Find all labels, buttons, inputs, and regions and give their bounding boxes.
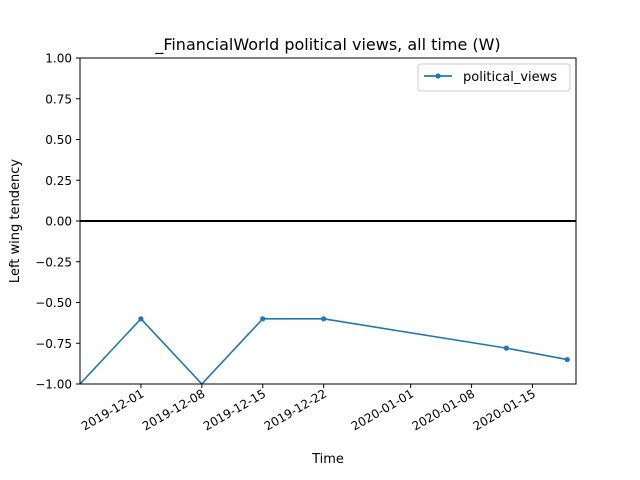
data-point xyxy=(564,356,570,363)
data-point xyxy=(138,316,144,322)
y-tick-label: 0.00 xyxy=(45,215,72,229)
y-tick-label: −0.25 xyxy=(35,255,72,269)
data-point xyxy=(260,316,266,322)
series-layer xyxy=(79,316,570,385)
legend-entry-political-views: political_views xyxy=(463,70,557,85)
legend-box xyxy=(417,63,571,92)
y-axis-ticks: 1.00 0.75 0.50 0.25 0.00 −0.25 −0.50 −0.75 −1.00 xyxy=(35,52,80,392)
y-tick-label: 0.50 xyxy=(45,133,72,147)
legend-marker-swatch xyxy=(435,73,441,79)
legend: political_views xyxy=(417,63,571,92)
data-point xyxy=(321,316,327,322)
y-tick-label: −0.75 xyxy=(35,337,72,351)
y-tick-label: 0.25 xyxy=(45,174,72,188)
y-tick-label: 1.00 xyxy=(45,52,72,66)
y-tick-label: −1.00 xyxy=(35,378,72,392)
y-tick-label: 0.75 xyxy=(45,92,72,106)
y-tick-label: −0.50 xyxy=(35,296,72,310)
x-axis-label: Time xyxy=(311,452,344,467)
data-point xyxy=(503,345,509,351)
y-axis-label: Left wing tendency xyxy=(8,159,23,283)
chart-title: _FinancialWorld political views, all tim… xyxy=(154,35,500,55)
plot-area-frame xyxy=(79,57,577,385)
